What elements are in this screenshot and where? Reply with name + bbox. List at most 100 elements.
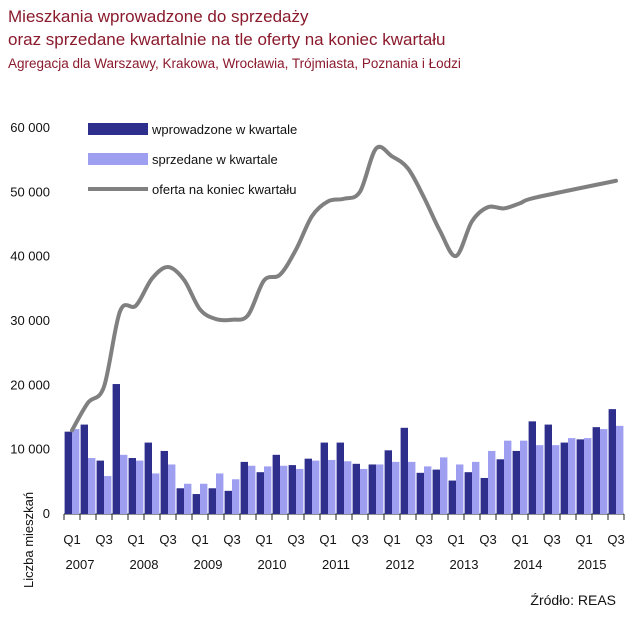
bar-introduced xyxy=(240,461,248,514)
bar-introduced xyxy=(432,469,440,514)
bar-sold xyxy=(392,461,400,514)
bar-introduced xyxy=(528,421,536,514)
y-tick-label: 40 000 xyxy=(10,249,50,264)
bar-introduced xyxy=(208,488,216,514)
bar-sold xyxy=(360,468,368,514)
bar-sold xyxy=(184,483,192,514)
bar-introduced xyxy=(512,450,520,514)
bar-sold xyxy=(376,464,384,514)
bar-introduced xyxy=(592,427,600,514)
x-quarter-label: Q3 xyxy=(159,532,176,547)
bar-introduced xyxy=(224,490,232,514)
bar-sold xyxy=(408,461,416,514)
bar-sold xyxy=(600,429,608,514)
bar-sold xyxy=(264,466,272,514)
bar-sold xyxy=(520,440,528,514)
bar-introduced xyxy=(144,442,152,514)
bar-sold xyxy=(456,464,464,514)
bar-introduced xyxy=(256,472,264,514)
x-year-label: 2015 xyxy=(578,557,607,572)
bar-introduced xyxy=(448,480,456,514)
bar-sold xyxy=(328,459,336,514)
y-tick-label: 50 000 xyxy=(10,184,50,199)
bar-sold xyxy=(472,461,480,514)
x-quarter-label: Q1 xyxy=(447,532,464,547)
bar-introduced xyxy=(560,442,568,514)
bar-sold xyxy=(152,473,160,514)
x-quarter-label: Q3 xyxy=(479,532,496,547)
bar-sold xyxy=(296,468,304,514)
x-quarter-label: Q1 xyxy=(63,532,80,547)
bar-introduced xyxy=(304,458,312,514)
bar-sold xyxy=(280,465,288,514)
bar-sold xyxy=(248,465,256,514)
bar-introduced xyxy=(96,460,104,514)
bar-sold xyxy=(616,425,624,514)
x-quarter-label: Q3 xyxy=(95,532,112,547)
bar-introduced xyxy=(288,465,296,514)
bar-introduced xyxy=(336,442,344,514)
bar-sold xyxy=(504,440,512,514)
x-quarter-label: Q3 xyxy=(223,532,240,547)
y-tick-label: 0 xyxy=(43,506,50,521)
x-quarter-label: Q1 xyxy=(319,532,336,547)
bar-introduced xyxy=(544,424,552,514)
bar-introduced xyxy=(176,488,184,514)
bar-introduced xyxy=(384,450,392,514)
y-tick-label: 60 000 xyxy=(10,120,50,135)
x-year-label: 2011 xyxy=(322,557,350,572)
bar-sold xyxy=(584,438,592,514)
y-tick-label: 10 000 xyxy=(10,442,50,457)
bar-sold xyxy=(120,454,128,514)
x-quarter-label: Q3 xyxy=(287,532,304,547)
x-year-label: 2014 xyxy=(514,557,543,572)
bars xyxy=(64,384,624,514)
legend-sold-swatch xyxy=(88,153,148,165)
x-year-label: 2010 xyxy=(258,557,287,572)
axes: 0 10 000 20 000 30 000 40 000 50 000 60 000 Q1 Q… xyxy=(10,120,624,572)
bar-introduced xyxy=(272,454,280,514)
bar-introduced xyxy=(160,450,168,514)
bar-introduced xyxy=(128,458,136,514)
x-quarter-label: Q3 xyxy=(543,532,560,547)
bar-sold xyxy=(72,429,80,514)
bar-introduced xyxy=(576,439,584,514)
bar-sold xyxy=(136,460,144,514)
bar-sold xyxy=(312,460,320,514)
chart-title-line1: Mieszkania wprowadzone do sprzedaży xyxy=(8,7,309,26)
x-quarter-label: Q1 xyxy=(383,532,400,547)
bar-sold xyxy=(168,464,176,514)
x-quarter-label: Q3 xyxy=(351,532,368,547)
bar-sold xyxy=(424,466,432,514)
bar-introduced xyxy=(320,442,328,514)
bar-sold xyxy=(536,445,544,514)
bar-sold xyxy=(568,438,576,514)
bar-introduced xyxy=(608,409,616,514)
legend-introduced-label: wprowadzone w kwartale xyxy=(151,122,297,137)
bar-sold xyxy=(88,458,96,514)
y-tick-label: 30 000 xyxy=(10,313,50,328)
bar-introduced xyxy=(368,464,376,514)
x-quarter-label: Q3 xyxy=(607,532,624,547)
x-quarter-label: Q1 xyxy=(575,532,592,547)
bar-introduced xyxy=(192,494,200,514)
x-quarter-label: Q1 xyxy=(255,532,272,547)
bar-sold xyxy=(216,473,224,514)
bar-introduced xyxy=(416,472,424,514)
offer-line xyxy=(70,144,618,433)
x-quarter-label: Q1 xyxy=(511,532,528,547)
bar-sold xyxy=(104,476,112,514)
legend-sold-label: sprzedane w kwartale xyxy=(152,152,278,167)
bar-introduced xyxy=(400,427,408,514)
bar-introduced xyxy=(64,431,72,514)
bar-introduced xyxy=(464,472,472,514)
x-quarter-label: Q1 xyxy=(191,532,208,547)
x-quarter-label: Q1 xyxy=(127,532,144,547)
legend-introduced-swatch xyxy=(88,123,148,135)
source-note: Źródło: REAS xyxy=(530,592,616,608)
legend-offer-label: oferta na koniec kwartału xyxy=(152,182,297,197)
bar-sold xyxy=(488,450,496,514)
x-year-label: 2012 xyxy=(386,557,415,572)
bar-introduced xyxy=(480,477,488,514)
